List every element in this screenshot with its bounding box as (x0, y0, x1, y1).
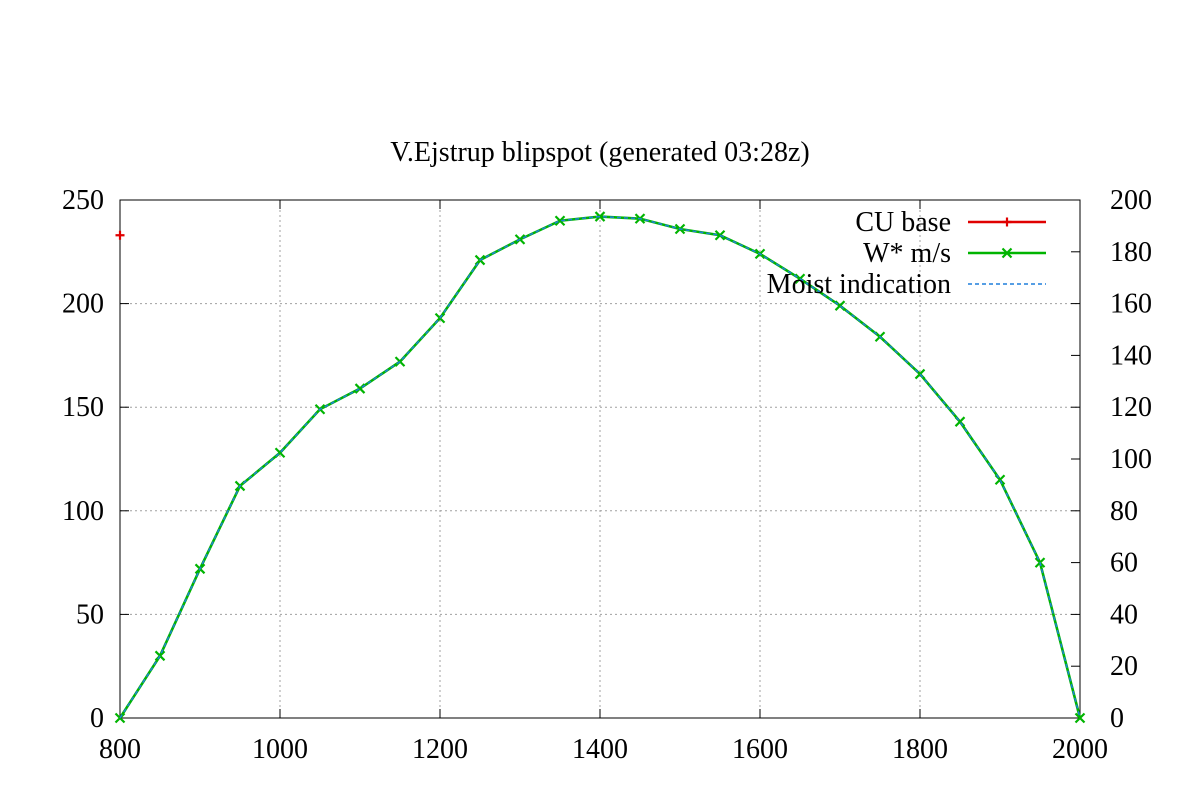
y-tick-label: 100 (62, 496, 104, 527)
y2-tick-label: 100 (1110, 444, 1152, 475)
y2-tick-label: 120 (1110, 392, 1152, 423)
data-point (554, 215, 566, 226)
y-tick-label: 200 (62, 289, 104, 320)
data-point (714, 229, 726, 241)
y-axis: 0 50 100 150 200 250 (62, 185, 129, 734)
y2-tick-label: 80 (1110, 496, 1138, 527)
y2-tick-label: 20 (1110, 651, 1138, 682)
legend-label: W* m/s (863, 238, 951, 269)
data-point (115, 230, 125, 240)
data-point (1074, 712, 1086, 724)
data-point (1002, 217, 1012, 227)
y-tick-label: 250 (62, 185, 104, 216)
x-tick-label: 2000 (1052, 734, 1108, 765)
data-point (1001, 247, 1013, 259)
series-0 (115, 230, 125, 240)
y-tick-label: 0 (90, 703, 104, 734)
chart-title: V.Ejstrup blipspot (generated 03:28z) (390, 137, 809, 168)
x-tick-label: 1400 (572, 734, 628, 765)
x-tick-label: 800 (99, 734, 141, 765)
data-point (354, 383, 366, 394)
x-tick-label: 1600 (732, 734, 788, 765)
y2-axis: 0 20 40 60 80 100 120 140 160 180 200 (1071, 185, 1152, 734)
y2-tick-label: 60 (1110, 548, 1138, 579)
series-layer (114, 211, 1086, 724)
x-tick-label: 1200 (412, 734, 468, 765)
y-tick-label: 50 (76, 599, 104, 630)
y2-tick-label: 140 (1110, 340, 1152, 371)
data-point (994, 474, 1006, 485)
grid (120, 200, 1080, 718)
data-point (594, 211, 606, 222)
x-axis: 800 1000 1200 1400 1600 1800 2000 (99, 200, 1108, 765)
legend-label: CU base (855, 207, 951, 238)
y2-tick-label: 180 (1110, 237, 1152, 268)
y2-tick-label: 40 (1110, 599, 1138, 630)
x-tick-label: 1000 (252, 734, 308, 765)
y2-tick-label: 160 (1110, 289, 1152, 320)
x-tick-label: 1800 (892, 734, 948, 765)
y2-tick-label: 200 (1110, 185, 1152, 216)
y-tick-label: 150 (62, 392, 104, 423)
y2-tick-label: 0 (1110, 703, 1124, 734)
legend-label: Moist indication (767, 269, 951, 300)
